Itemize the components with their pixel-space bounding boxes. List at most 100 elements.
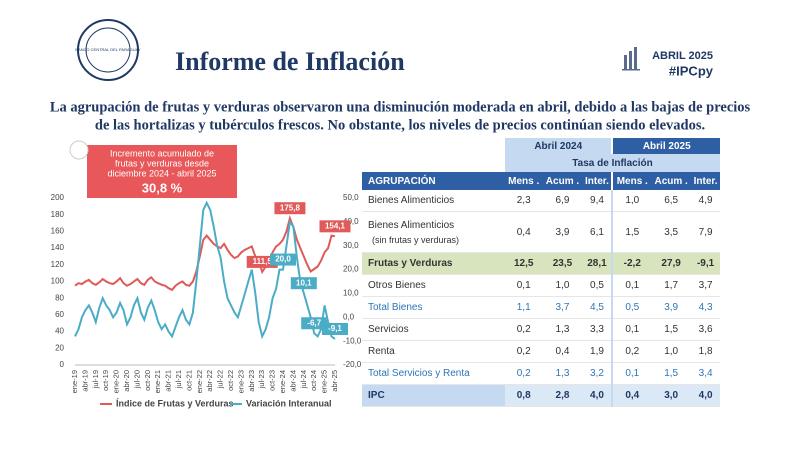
value-label: -9,1	[328, 324, 342, 333]
callout-box	[87, 145, 237, 198]
table-row: IPC 0,8 2,8 4,0 0,4 3,0 4,0	[362, 384, 720, 407]
table-value: 9,4	[582, 190, 614, 212]
value-label: 20,0	[275, 255, 291, 264]
x-tick-label: ene-24	[278, 370, 287, 393]
y-tick-label: 140	[51, 243, 65, 252]
x-tick-label: jul-20	[132, 370, 141, 389]
x-tick-label: ene-22	[195, 370, 204, 393]
table-value: 1,5	[651, 362, 692, 385]
table-value: 4,5	[582, 296, 614, 319]
callout-text: frutas y verduras desde	[115, 158, 209, 168]
row-label-text: IPC	[368, 390, 385, 401]
x-tick-label: ene-20	[112, 370, 121, 393]
x-tick-label: oct-23	[268, 370, 277, 391]
row-label-text: Bienes Alimenticios	[368, 219, 455, 231]
table-value: 1,7	[651, 274, 692, 297]
x-tick-label: jul-19	[91, 370, 100, 389]
table-value: 1,3	[542, 318, 583, 341]
x-tick-label: jul-22	[216, 370, 225, 389]
y2-tick-label: 40,0	[343, 217, 359, 226]
y2-tick-label: 10,0	[343, 289, 359, 298]
table-row: Servicios 0,2 1,3 3,3 0,1 1,5 3,6	[362, 318, 720, 341]
table-value: 3,9	[542, 211, 583, 253]
table-value: 3,5	[651, 211, 692, 253]
y-tick-label: 20	[55, 343, 64, 352]
value-label-box	[270, 253, 296, 266]
row-label-text: Bienes Alimenticios	[368, 195, 455, 206]
x-tick-label: ene-25	[320, 370, 329, 393]
callout-value: 30,8 %	[142, 180, 183, 195]
table-value: 1,0	[651, 340, 692, 363]
table-value: 27,9	[651, 252, 692, 275]
table-value: 0,4	[505, 211, 543, 253]
row-label-text: Renta	[368, 346, 395, 357]
table-value: 4,0	[691, 384, 720, 407]
y-tick-label: 120	[51, 260, 65, 269]
table-value: 1,0	[612, 190, 652, 212]
x-tick-label: jul-24	[299, 370, 308, 389]
x-tick-label: oct-21	[184, 370, 193, 391]
y2-tick-label: -10,0	[343, 336, 362, 345]
value-label: -6,7	[307, 318, 321, 327]
table-value: 6,5	[651, 190, 692, 212]
table-row: Total Bienes 1,1 3,7 4,5 0,5 3,9 4,3	[362, 296, 720, 319]
table-value: 1,0	[542, 274, 583, 297]
legend-label: Variación Interanual	[246, 398, 332, 408]
x-tick-label: oct-20	[143, 370, 152, 391]
subtitle: La agrupación de frutas y verduras obser…	[50, 99, 751, 115]
value-label-box	[274, 202, 306, 215]
value-label: 154,1	[325, 221, 346, 230]
inflation-table: Abril 2024 Abril 2025 Tasa de Inflación AGR…	[362, 138, 720, 407]
group-header-row: Tasa de Inflación	[362, 154, 720, 172]
row-note: (sin frutas y verduras)	[372, 234, 460, 245]
table-row: Bienes Alimenticios (sin frutas y verdura…	[362, 211, 720, 253]
table-value: 1,5	[612, 211, 652, 253]
row-label: Otros Bienes	[362, 274, 505, 297]
report-icon	[622, 47, 640, 71]
series-line	[74, 200, 336, 340]
table-row: Total Servicios y Renta 0,2 1,3 3,2 0,1 1,5 3,…	[362, 362, 720, 385]
value-label-box	[246, 255, 278, 268]
y2-tick-label: 0,0	[343, 312, 355, 321]
row-label-text: Servicios	[368, 324, 409, 335]
callout-icon	[69, 140, 89, 160]
table-value: 3,9	[651, 296, 692, 319]
table-value: 0,2	[505, 318, 543, 341]
table-value: 2,3	[505, 190, 543, 212]
logo-ring	[85, 27, 131, 73]
table-value: 3,6	[691, 318, 720, 341]
table-value: 0,1	[612, 274, 652, 297]
y-tick-label: 100	[51, 277, 65, 286]
x-tick-label: abr-23	[247, 370, 256, 392]
column-header: AGRUPACIÓN	[362, 172, 505, 190]
x-tick-label: abr-20	[122, 370, 131, 392]
table-row: Bienes Alimenticios 2,3 6,9 9,4 1,0 6,5 4,9	[362, 190, 720, 212]
table-value: 4,3	[691, 296, 720, 319]
value-label-box	[322, 322, 348, 335]
legend-label: Índice de Frutas y Verduras	[116, 398, 234, 408]
x-tick-label: abr-21	[164, 370, 173, 392]
table-value: 0,2	[505, 340, 543, 363]
x-tick-label: abr-25	[330, 370, 339, 392]
y-tick-label: 80	[55, 293, 64, 302]
value-label-box	[301, 317, 328, 330]
table-value: 3,0	[651, 384, 692, 407]
table-value: 6,1	[582, 211, 614, 253]
table-value: 1,9	[582, 340, 614, 363]
table-row: Frutas y Verduras 12,5 23,5 28,1 -2,2 27,9 -9,…	[362, 252, 720, 275]
x-tick-label: abr-19	[80, 370, 89, 392]
table-value: 3,7	[691, 274, 720, 297]
table-value: 3,4	[691, 362, 720, 385]
table-value: 12,5	[505, 252, 543, 275]
table-value: 3,3	[582, 318, 614, 341]
year-header-row: Abril 2024 Abril 2025	[362, 138, 720, 154]
column-header: Acum .	[542, 172, 583, 190]
table-value: 3,2	[582, 362, 614, 385]
row-label: Bienes Alimenticios	[362, 190, 505, 212]
column-header: Mens .	[612, 172, 652, 190]
row-label: Total Bienes	[362, 296, 505, 319]
x-tick-label: ene-19	[70, 370, 79, 393]
row-label: IPC	[362, 384, 505, 407]
